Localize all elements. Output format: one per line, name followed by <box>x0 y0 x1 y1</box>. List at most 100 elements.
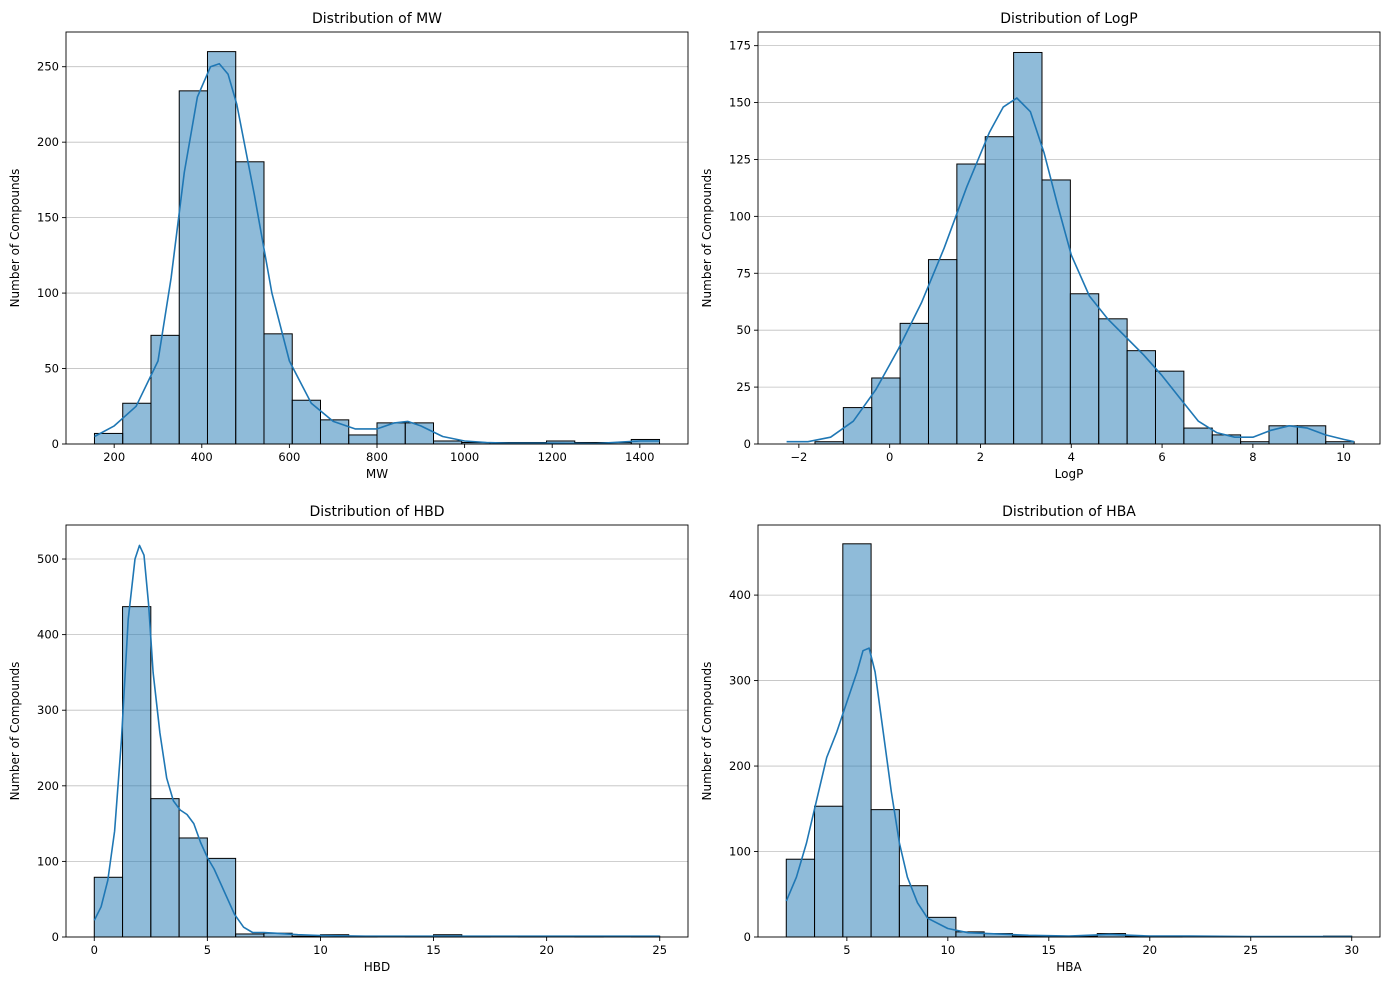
histogram-bar <box>984 136 1015 445</box>
y-tick-label: 0 <box>52 930 59 944</box>
chart-title: Distribution of LogP <box>1000 11 1138 27</box>
y-tick-label: 100 <box>37 854 59 868</box>
histogram-bar <box>122 402 152 445</box>
y-tick-label: 500 <box>37 552 59 566</box>
x-tick-label: 800 <box>366 450 388 464</box>
y-tick-label: 100 <box>37 286 59 300</box>
histogram-bar <box>348 434 378 445</box>
y-tick-label: 100 <box>729 209 751 223</box>
kde-curve <box>94 62 660 445</box>
histogram-bar <box>1041 179 1071 445</box>
x-axis-label: MW <box>366 467 388 481</box>
plot-frame <box>65 31 689 445</box>
y-tick-label: 50 <box>736 323 751 337</box>
kde-curve <box>785 647 1352 938</box>
x-axis-label: LogP <box>1055 467 1084 481</box>
histogram-bar <box>93 876 124 938</box>
x-axis-label: HBA <box>1056 960 1082 974</box>
y-tick-label: 200 <box>37 135 59 149</box>
histogram-bar <box>150 334 180 445</box>
chart-title: Distribution of HBA <box>1002 504 1136 520</box>
histogram-bar <box>1013 51 1043 445</box>
x-tick-label: 15 <box>1041 943 1056 957</box>
histogram-bar <box>263 333 293 445</box>
histogram-bar <box>1183 427 1213 445</box>
y-tick-label: 125 <box>729 152 751 166</box>
y-axis-label: Number of Compounds <box>700 169 714 308</box>
y-tick-label: 25 <box>736 380 751 394</box>
y-tick-label: 150 <box>729 96 751 110</box>
histogram-bar <box>927 259 958 445</box>
x-tick-label: 400 <box>191 450 213 464</box>
subplot-2: 0 25 50 75 100 125 150 175 −2 0 2 4 6 8 10 Distribution… <box>700 11 1381 481</box>
x-tick-label: 20 <box>539 943 554 957</box>
x-tick-label: 1400 <box>625 450 654 464</box>
y-tick-label: 300 <box>37 703 59 717</box>
y-tick-label: 200 <box>37 779 59 793</box>
y-tick-label: 250 <box>37 60 59 74</box>
histogram-bar <box>842 543 872 938</box>
x-tick-label: 1000 <box>450 450 479 464</box>
x-tick-label: −2 <box>790 450 807 464</box>
x-axis-label: HBD <box>364 960 391 974</box>
x-tick-label: 25 <box>652 943 667 957</box>
histogram-bar <box>870 809 900 938</box>
subplot-1: 0 50 100 150 200 250 200 400 600 800 1000 1200 1400 D… <box>8 11 689 481</box>
x-tick-label: 15 <box>426 943 441 957</box>
histogram-bar <box>1069 293 1100 445</box>
histogram-bar <box>1154 370 1185 445</box>
x-tick-label: 200 <box>103 450 125 464</box>
y-tick-label: 0 <box>744 930 751 944</box>
y-tick-label: 100 <box>729 845 751 859</box>
kde-curve <box>93 544 660 938</box>
x-tick-label: 10 <box>1336 450 1351 464</box>
histogram-bar <box>122 606 152 938</box>
histogram-bar <box>235 933 265 938</box>
histogram-bar <box>956 163 986 445</box>
x-tick-label: 0 <box>886 450 893 464</box>
y-tick-label: 0 <box>52 437 59 451</box>
y-tick-label: 200 <box>729 759 751 773</box>
plot-frame <box>757 524 1381 938</box>
chart-title: Distribution of HBD <box>310 504 445 520</box>
y-axis-label: Number of Compounds <box>8 662 22 801</box>
y-tick-label: 400 <box>37 628 59 642</box>
histogram-bar <box>319 419 350 445</box>
x-tick-label: 30 <box>1344 943 1359 957</box>
y-tick-label: 150 <box>37 211 59 225</box>
y-tick-label: 400 <box>729 588 751 602</box>
x-tick-label: 5 <box>204 943 211 957</box>
y-tick-label: 300 <box>729 674 751 688</box>
y-axis-label: Number of Compounds <box>8 169 22 308</box>
x-tick-label: 5 <box>843 943 850 957</box>
x-tick-label: 1200 <box>538 450 567 464</box>
y-tick-label: 0 <box>744 437 751 451</box>
histogram-bar <box>1296 425 1327 445</box>
x-tick-label: 600 <box>278 450 300 464</box>
histogram-bar <box>814 805 844 938</box>
kde-curve <box>786 97 1355 443</box>
histogram-bar <box>1098 318 1128 445</box>
x-tick-label: 10 <box>941 943 956 957</box>
x-tick-label: 4 <box>1068 450 1075 464</box>
histogram-bar <box>785 858 816 938</box>
histogram-bar <box>206 857 237 938</box>
y-tick-label: 175 <box>729 39 751 53</box>
histogram-bar <box>433 440 463 445</box>
histogram-bar <box>178 837 208 938</box>
subplot-4: 0 100 200 300 400 5 10 15 20 25 30 Distribution of … <box>700 504 1381 974</box>
x-tick-label: 8 <box>1249 450 1256 464</box>
histogram-bar <box>235 161 265 445</box>
x-tick-label: 20 <box>1142 943 1157 957</box>
histogram-bar <box>376 422 406 445</box>
histogram-bar <box>1126 350 1156 445</box>
histogram-bar <box>899 322 929 445</box>
chart-title: Distribution of MW <box>312 11 442 27</box>
histogram-bar <box>1268 425 1298 445</box>
histogram-bar <box>1211 434 1242 445</box>
histogram-bar <box>150 798 180 938</box>
histogram-bar <box>178 90 208 445</box>
plot-frame <box>757 31 1381 445</box>
histogram-bar <box>206 51 237 445</box>
x-tick-label: 6 <box>1158 450 1165 464</box>
